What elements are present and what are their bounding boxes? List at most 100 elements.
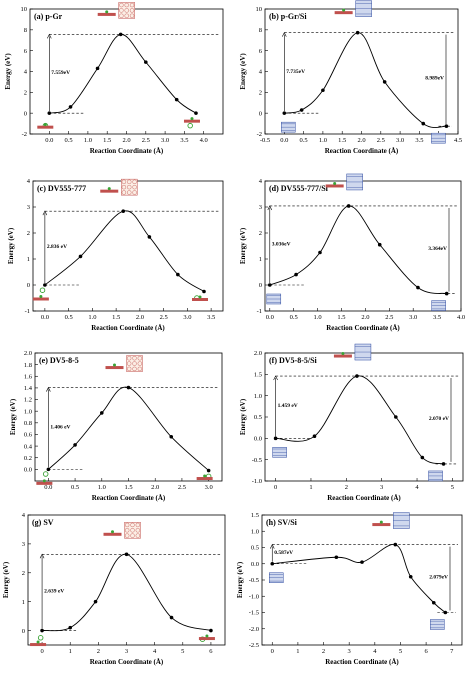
initial-structure [32, 295, 49, 301]
chart-panel-7: 0 1 2 3 4 5 6 7 -2.5 -2.0 -1.5 -1.0 -0.5 0.0 0.5 1.0 1.5… [236, 512, 463, 666]
x-tick-label: 4.0 [200, 137, 208, 144]
data-point [169, 615, 174, 620]
x-tick-label: 6 [209, 648, 213, 655]
barrier-label-forward: 0.587eV [274, 550, 293, 556]
adatom-marker [39, 287, 46, 293]
hexagon-ring [132, 356, 137, 361]
x-axis-title: Reaction Coordinate (Å) [325, 658, 399, 666]
ts-top-structure [393, 512, 410, 529]
hexagon-ring [129, 13, 135, 18]
panel-title: (c) DV555-777 [37, 184, 86, 193]
x-tick-label: 3.0 [161, 137, 169, 144]
hexagon-ring [129, 2, 135, 8]
x-tick-label: 5 [451, 484, 454, 491]
hexagon-ring [119, 13, 124, 18]
y-tick-label: -0.5 [249, 577, 259, 584]
hexagon-ring [124, 2, 129, 8]
adatom [111, 530, 114, 534]
y-tick-label: 4 [259, 178, 263, 185]
x-tick-label: 2.0 [361, 314, 369, 321]
barrier-label-forward: 7.735eV [286, 69, 305, 75]
y-tick-label: 10 [21, 6, 28, 13]
y-tick-label: 0.0 [24, 467, 32, 474]
y-tick-label: -1 [257, 308, 262, 315]
adatom [379, 520, 383, 524]
data-point [144, 60, 148, 64]
chart-panel-1: -0.50.00.51.01.52.02.53.03.54.04.5-20246… [239, 0, 462, 155]
x-tick-label: 6 [424, 648, 428, 655]
barrier-label: 2.639 eV [44, 588, 64, 594]
y-tick-label: 0 [259, 110, 262, 117]
y-tick-label: -2 [22, 131, 27, 138]
chart-panel-6: 0 1 2 3 4 5 6 0 1 2 3 4 Reaction Coordinate (Å) Energ… [2, 512, 226, 666]
data-point [299, 108, 304, 112]
structure-top-view [126, 355, 143, 372]
adatom [198, 295, 202, 299]
ts-top-structure [126, 355, 143, 372]
x-tick-label: 2 [322, 648, 325, 655]
x-tick-label: 0.0 [41, 314, 49, 321]
adatom [341, 352, 345, 356]
y-tick-label: 0 [22, 628, 25, 635]
x-tick-label: 4 [373, 648, 377, 655]
data-point [126, 385, 131, 390]
x-tick-label: 0.0 [266, 314, 274, 321]
data-point [421, 121, 426, 126]
barrier-label-reverse: 2.070 eV [429, 416, 449, 422]
arrow-head [47, 33, 52, 39]
y-axis-title: Energy (eV) [239, 398, 247, 435]
energy-curve [42, 553, 212, 632]
y-tick-label: 1.2 [24, 397, 32, 404]
hexagon-ring [137, 361, 143, 366]
y-tick-label: 4 [24, 69, 28, 76]
data-point [194, 111, 198, 115]
data-point [441, 462, 446, 466]
energy-curve [272, 544, 446, 613]
ts-side-structure [97, 10, 116, 16]
barrier-label: 1.406 eV [50, 424, 70, 430]
x-tick-label: 2.0 [151, 484, 159, 491]
x-axis-title: Reaction Coordinate (Å) [92, 494, 166, 502]
barrier-label-forward: 3.036eV [272, 241, 291, 247]
y-axis-title: Energy (eV) [2, 561, 10, 598]
x-tick-label: 4.0 [457, 314, 465, 321]
y-tick-label: 0.0 [254, 436, 262, 443]
x-tick-label: 1.5 [124, 484, 132, 491]
x-tick-label: 5 [399, 648, 402, 655]
data-point [444, 291, 449, 296]
y-tick-label: 1.6 [24, 373, 33, 380]
y-tick-label: -2.0 [249, 626, 259, 633]
ts-top-structure [118, 2, 135, 19]
x-tick-label: 0.0 [44, 484, 52, 491]
x-tick-label: 2.5 [385, 314, 393, 321]
y-tick-label: -1.0 [252, 478, 262, 485]
data-point [73, 443, 77, 447]
hexagon-ring [135, 533, 141, 538]
adatom [107, 187, 111, 191]
graphene-side-view [196, 477, 213, 481]
chart-panel-3: 0.0 0.5 1.0 1.5 2.0 2.5 3.0 3.5 4.0 -1 0 1 2 3 4 Reacti… [239, 173, 465, 332]
y-tick-label: 2 [24, 90, 27, 97]
graphene-side-view [192, 298, 208, 301]
x-tick-label: 7 [450, 648, 454, 655]
adatom-marker [187, 122, 193, 129]
initial-structure [37, 123, 54, 129]
initial-structure [272, 447, 287, 458]
x-tick-label: 2 [345, 484, 348, 491]
data-point [443, 610, 448, 615]
final-structure [431, 300, 446, 311]
arrow-head [273, 375, 278, 381]
data-point [431, 600, 436, 605]
x-axis-title: Reaction Coordinate (Å) [325, 147, 399, 155]
hexagon-ring [127, 179, 132, 185]
y-tick-label: 1 [22, 599, 25, 606]
x-tick-label: 1 [296, 648, 299, 655]
hexagon-ring [130, 533, 135, 538]
data-point [408, 574, 413, 579]
barrier-label-reverse: 8.989eV [425, 75, 444, 81]
final-structure [428, 470, 443, 482]
data-point [169, 434, 174, 439]
x-tick-label: 3 [380, 484, 383, 491]
graphene-side-view [103, 532, 122, 536]
arrow-head [282, 31, 287, 37]
